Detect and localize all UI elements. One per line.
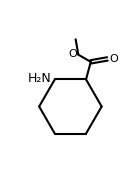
Text: O: O [68, 49, 77, 59]
Text: O: O [109, 54, 118, 64]
Text: H₂N: H₂N [28, 72, 51, 85]
